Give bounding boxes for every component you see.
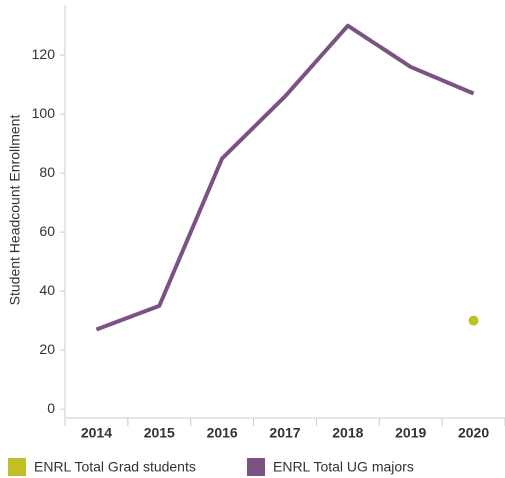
legend-swatch bbox=[247, 458, 265, 476]
y-tick-label: 0 bbox=[47, 400, 55, 416]
y-tick-label: 120 bbox=[32, 46, 56, 62]
y-tick-label: 60 bbox=[39, 223, 55, 239]
x-tick-label: 2016 bbox=[207, 425, 238, 441]
y-tick-label: 100 bbox=[32, 105, 56, 121]
point bbox=[468, 315, 479, 326]
legend-label: ENRL Total Grad students bbox=[34, 459, 196, 475]
x-tick-label: 2017 bbox=[269, 425, 300, 441]
line bbox=[95, 23, 475, 332]
y-axis-label: Student Headcount Enrollment bbox=[7, 115, 23, 306]
legend-label: ENRL Total UG majors bbox=[273, 459, 414, 475]
x-tick-label: 2018 bbox=[332, 425, 363, 441]
legend-swatch bbox=[8, 458, 26, 476]
x-tick-label: 2019 bbox=[395, 425, 426, 441]
y-tick-label: 40 bbox=[39, 282, 55, 298]
y-tick-label: 80 bbox=[39, 164, 55, 180]
x-tick-label: 2015 bbox=[144, 425, 175, 441]
y-tick-label: 20 bbox=[39, 341, 55, 357]
x-tick-label: 2014 bbox=[81, 425, 112, 441]
x-tick-label: 2020 bbox=[458, 425, 489, 441]
